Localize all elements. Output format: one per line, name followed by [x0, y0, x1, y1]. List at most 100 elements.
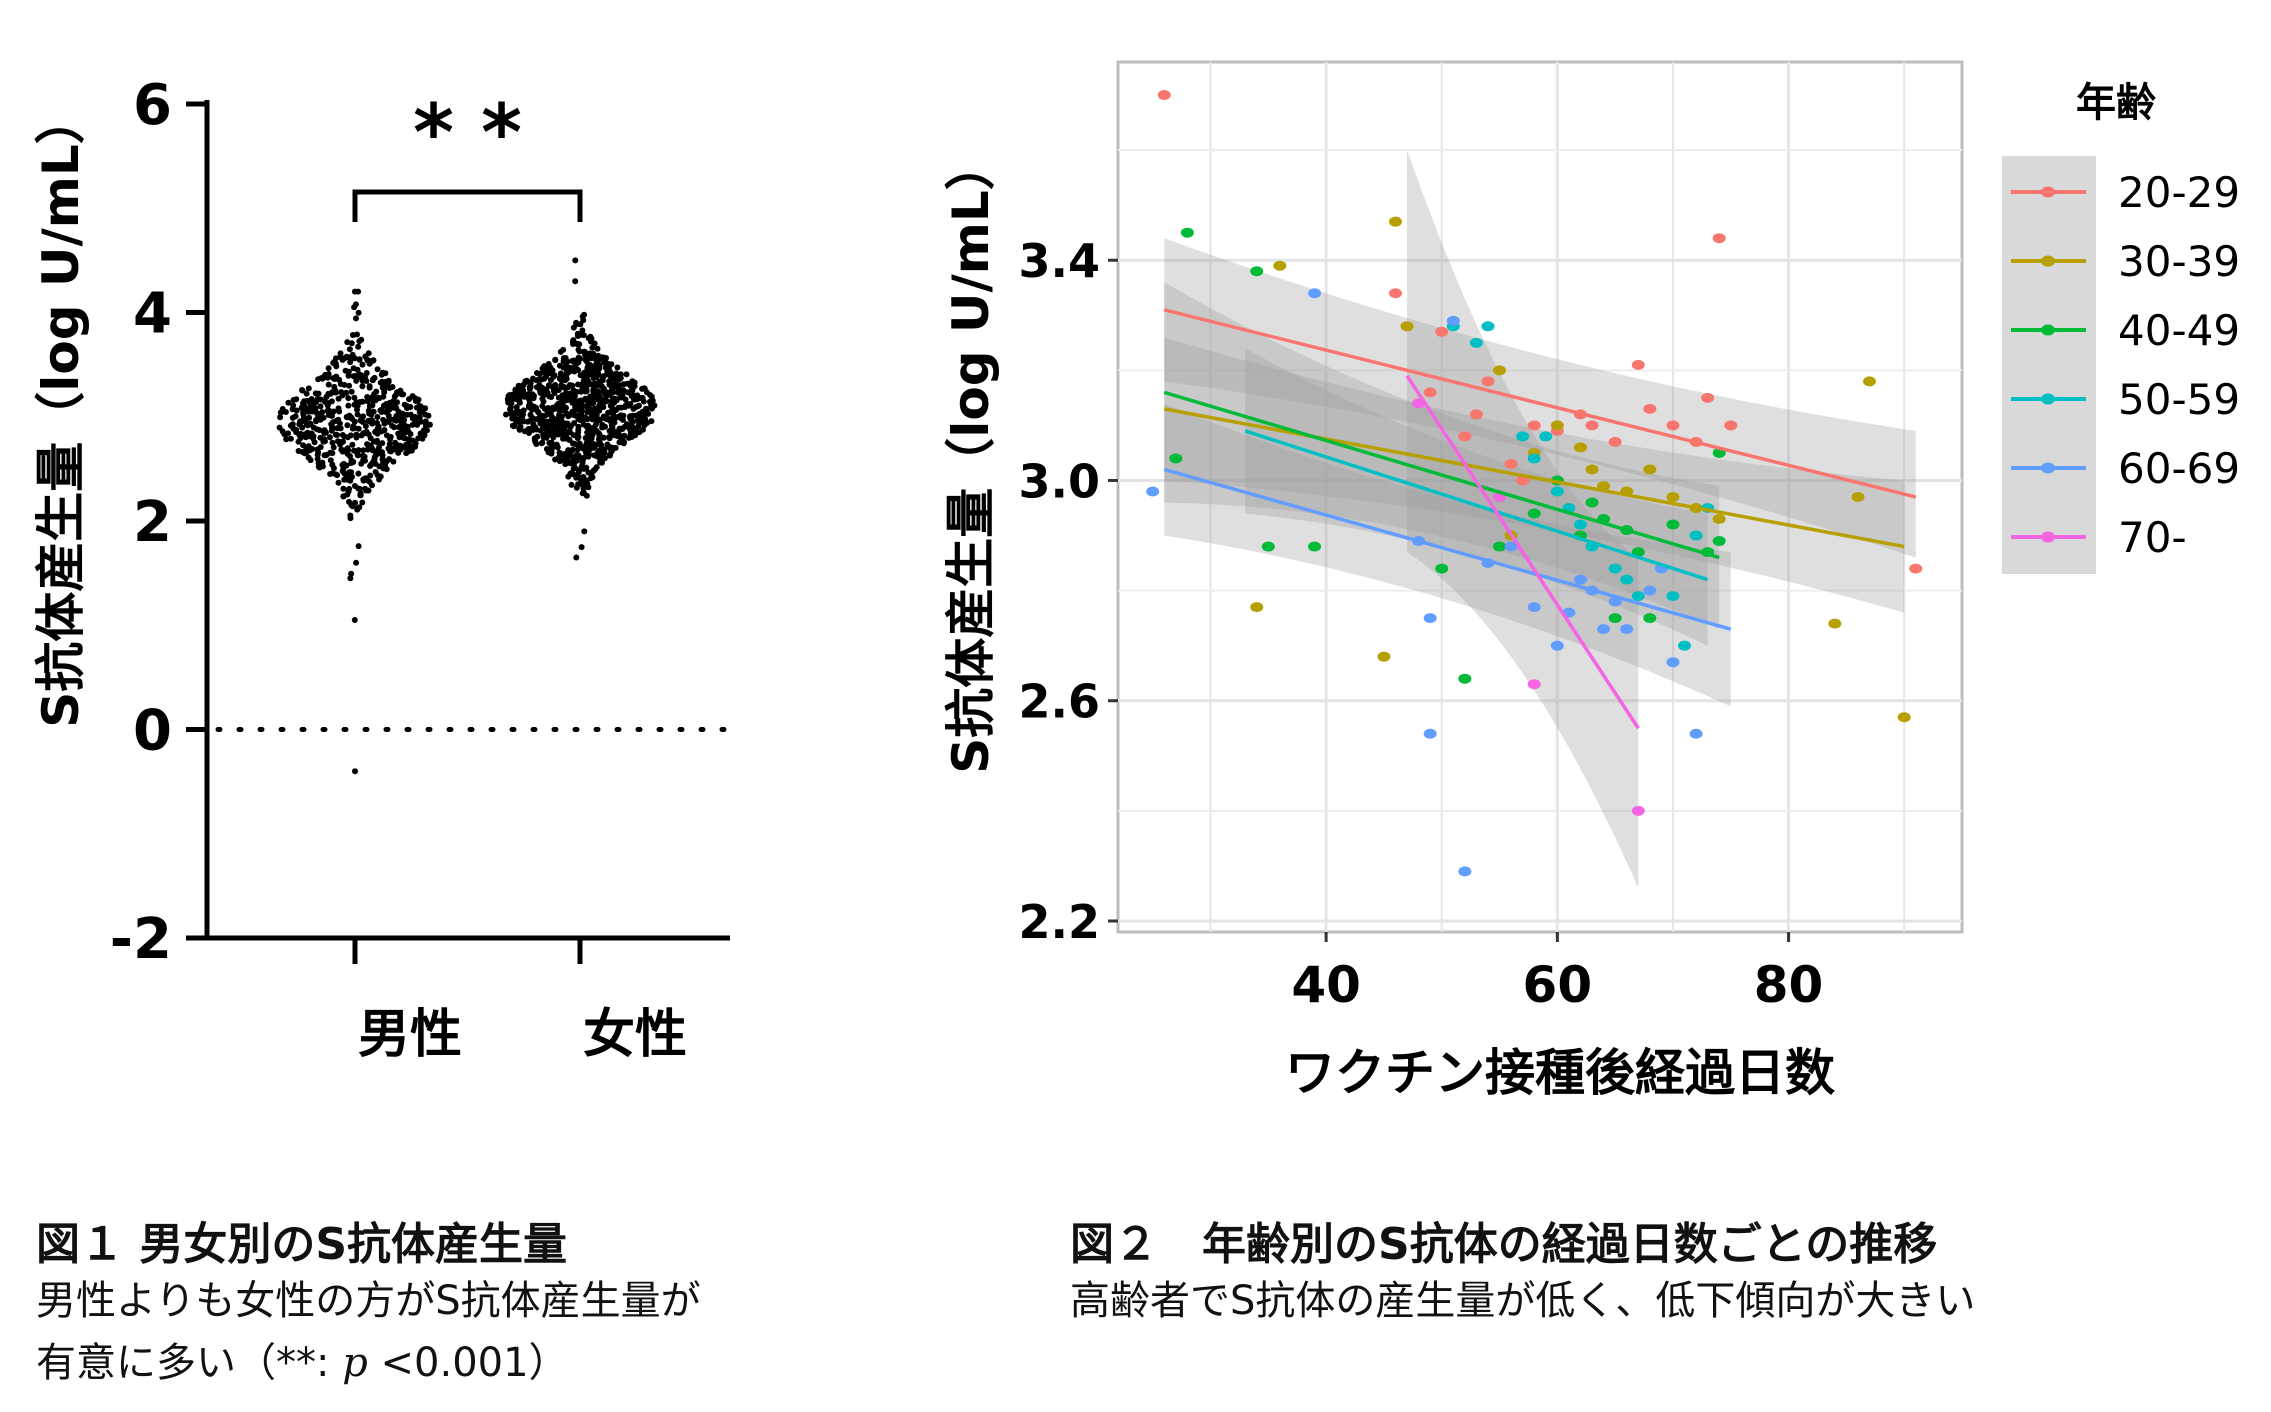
swarm-point [412, 443, 419, 450]
swarm-point [547, 422, 554, 429]
swarm-point [314, 446, 321, 453]
swarm-point [592, 466, 599, 473]
swarm-point [297, 420, 304, 426]
data-point-60-69 [1666, 657, 1680, 668]
swarm-point [621, 423, 628, 430]
swarm-point [601, 446, 608, 453]
swarm-point [354, 411, 361, 418]
swarm-point [616, 439, 623, 446]
swarm-point [374, 420, 380, 426]
swarm-point [311, 405, 318, 412]
swarm-point [630, 405, 637, 412]
swarm-point [358, 336, 365, 343]
swarm-point [337, 425, 344, 432]
swarm-point [374, 430, 381, 437]
swarm-point [575, 423, 582, 430]
data-point-40-49 [1169, 453, 1183, 464]
legend-key-point-60-69 [2041, 462, 2055, 474]
swarm-point [562, 454, 569, 461]
fig1-significance-stars: * * [413, 89, 522, 179]
data-point-20-29 [1388, 288, 1402, 299]
fig1-caption-line1: 男性よりも女性の方がS抗体産生量が [36, 1278, 701, 1324]
fig2-y-tick-label: 2.6 [1019, 675, 1101, 729]
swarm-point [601, 455, 608, 462]
swarm-point [348, 570, 355, 577]
swarm-point [604, 441, 611, 448]
swarm-point [332, 376, 338, 382]
swarm-point [387, 448, 394, 455]
swarm-point [534, 408, 541, 415]
swarm-point [572, 465, 578, 471]
swarm-point [588, 335, 595, 342]
swarm-point [577, 321, 584, 328]
swarm-point [351, 288, 358, 295]
data-point-20-29 [1423, 387, 1437, 398]
data-point-50-59 [1550, 486, 1564, 497]
swarm-point [577, 442, 584, 449]
swarm-point [566, 390, 572, 397]
data-point-50-59 [1469, 337, 1483, 348]
swarm-point [595, 389, 602, 396]
data-point-30-39 [1585, 464, 1599, 475]
swarm-point [549, 414, 556, 421]
swarm-point [383, 466, 390, 473]
legend-title: 年齢 [2076, 80, 2156, 126]
swarm-point [586, 368, 593, 375]
swarm-point [565, 447, 572, 454]
fig2-caption-title: 図２ 年齢別のS抗体の経過日数ごとの推移 [1070, 1219, 1938, 1270]
swarm-point [529, 406, 536, 413]
swarm-point [360, 476, 367, 483]
swarm-point [340, 460, 347, 467]
swarm-point [356, 356, 363, 363]
swarm-point [353, 449, 360, 456]
swarm-point [379, 440, 386, 447]
swarm-point [404, 423, 411, 430]
legend-label-50-59: 50-59 [2118, 375, 2240, 424]
swarm-point [343, 389, 350, 396]
swarm-point [545, 361, 552, 367]
swarm-point [600, 434, 607, 441]
data-point-50-59 [1516, 431, 1530, 442]
swarm-point [319, 375, 326, 382]
swarm-point [581, 528, 588, 535]
swarm-point [357, 399, 364, 405]
swarm-point [526, 384, 533, 391]
swarm-point [575, 429, 582, 436]
swarm-point [351, 617, 358, 623]
swarm-point [299, 424, 306, 431]
fig2-y-tick-label: 3.4 [1019, 234, 1101, 288]
swarm-point [370, 357, 376, 364]
swarm-point [315, 390, 322, 397]
fig1-y-tick-label: 2 [133, 490, 172, 555]
data-point-30-39 [1493, 365, 1507, 376]
swarm-point [570, 432, 577, 439]
swarm-point [575, 452, 582, 459]
fig1-y-tick-label: -2 [110, 907, 172, 972]
swarm-point [292, 413, 299, 420]
swarm-point [556, 411, 563, 418]
swarm-point [352, 768, 358, 775]
swarm-point [348, 469, 355, 476]
swarm-point [538, 440, 545, 447]
data-point-30-39 [1828, 618, 1842, 629]
swarm-point [626, 380, 633, 387]
swarm-point [567, 423, 574, 430]
swarm-point [578, 400, 585, 407]
swarm-point [595, 367, 601, 374]
swarm-point [578, 544, 585, 551]
swarm-point [399, 410, 406, 417]
swarm-point [381, 420, 388, 427]
swarm-point [336, 408, 343, 415]
data-point-50-59 [1678, 640, 1692, 651]
swarm-point [344, 339, 351, 346]
swarm-point [378, 371, 385, 378]
swarm-point [604, 389, 611, 396]
ci-ribbon-60-69 [1164, 403, 1731, 707]
regression-line-30-39 [1163, 407, 1905, 549]
swarm-point [305, 454, 312, 461]
data-point-60-69 [1458, 866, 1472, 877]
swarm-point [570, 324, 577, 331]
swarm-point [578, 478, 585, 485]
swarm-point [307, 421, 314, 428]
data-point-50-59 [1527, 453, 1541, 464]
